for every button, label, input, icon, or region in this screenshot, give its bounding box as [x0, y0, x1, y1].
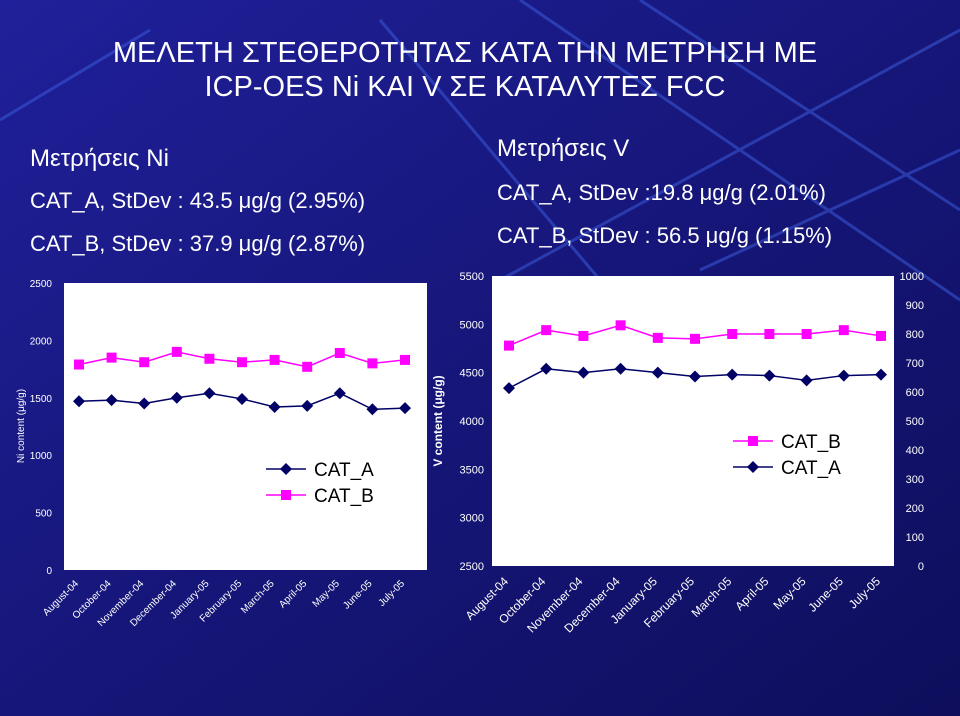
v-secondary-y-tick-label: 600 — [906, 387, 924, 399]
v-secondary-y-ticks: 0 100 200 300 400 500 600 700 800 900 1000 — [900, 271, 924, 573]
ni-y-tick-label: 2500 — [30, 279, 53, 290]
v-cat-b-point — [838, 325, 849, 336]
v-cat-b-point — [764, 329, 775, 339]
ni-y-tick-label: 500 — [35, 509, 52, 520]
v-legend: CAT_B CAT_A — [733, 432, 841, 479]
v-cat-b-point — [876, 330, 886, 341]
v-secondary-y-tick-label: 800 — [906, 329, 924, 341]
ni-cat-a-point — [333, 387, 346, 400]
v-y-tick-label: 4500 — [460, 368, 484, 380]
ni-y-tick-label: 2000 — [30, 336, 53, 347]
ni-cat-b-point — [367, 358, 378, 369]
v-y-ticks: 2500 3000 3500 4000 4500 5000 5500 — [460, 271, 484, 573]
ni-y-axis-label: Ni content (μg/g) — [16, 389, 27, 463]
v-secondary-y-tick-label: 500 — [906, 416, 924, 428]
v-cat-b-point — [690, 333, 700, 344]
slide-title-line2: ICP-OES Ni ΚΑΙ V ΣΕ ΚΑΤΑΛΥΤΕΣ FCC — [205, 71, 726, 103]
v-secondary-y-tick-label: 1000 — [900, 271, 924, 283]
v-cat-a-point — [726, 368, 739, 381]
v-series — [503, 320, 887, 395]
ni-cat-b-point — [400, 354, 410, 365]
ni-y-tick-label: 0 — [46, 566, 52, 577]
ni-stat-cat-b: CAT_B, StDev : 37.9 μg/g (2.87%) — [30, 231, 365, 256]
ni-cat-a-point — [203, 387, 216, 400]
v-y-tick-label: 4000 — [460, 416, 484, 428]
ni-y-tick-label: 1000 — [30, 451, 53, 462]
v-cat-a-point — [651, 366, 664, 379]
ni-cat-a-point — [170, 391, 183, 404]
v-cat-b-point — [578, 330, 589, 341]
v-secondary-y-tick-label: 100 — [906, 532, 924, 544]
v-y-tick-label: 3500 — [460, 464, 484, 476]
ni-cat-b-point — [237, 357, 247, 368]
ni-heading: Μετρήσεις Ni — [30, 145, 169, 172]
v-cat-a-point — [837, 369, 850, 382]
v-cat-a-point — [503, 382, 515, 395]
v-secondary-y-tick-label: 400 — [906, 445, 924, 457]
v-y-tick-label: 5500 — [460, 271, 484, 283]
v-cat-a-point — [577, 366, 590, 379]
v-cat-b-point — [541, 325, 552, 336]
ni-plot-area — [64, 283, 427, 570]
v-secondary-y-tick-label: 300 — [906, 474, 924, 486]
v-cat-a-point — [800, 374, 813, 387]
ni-cat-a-point — [73, 395, 85, 408]
v-y-tick-label: 2500 — [460, 561, 484, 573]
ni-cat-b-point — [171, 346, 182, 357]
v-cat-a-point — [614, 362, 627, 375]
v-cat-a-point — [689, 370, 701, 383]
v-cat-a-point — [763, 369, 776, 382]
ni-cat-a-point — [236, 392, 248, 405]
v-stat-cat-b: CAT_B, StDev : 56.5 μg/g (1.15%) — [497, 223, 832, 248]
v-plot-area — [492, 276, 894, 566]
v-cat-b-point — [652, 332, 663, 343]
v-y-tick-label: 5000 — [460, 319, 484, 331]
v-stat-cat-a: CAT_A, StDev :19.8 μg/g (2.01%) — [497, 180, 826, 205]
v-legend-label: CAT_A — [781, 458, 841, 479]
ni-cat-b-point — [139, 357, 150, 368]
ni-cat-a-point — [105, 394, 118, 407]
v-secondary-y-tick-label: 0 — [918, 561, 924, 573]
v-secondary-y-tick-label: 900 — [906, 300, 924, 312]
ni-cat-b-point — [269, 354, 280, 365]
ni-cat-a-point — [268, 400, 281, 413]
ni-cat-a-point — [399, 402, 411, 415]
ni-cat-a-point — [301, 399, 314, 412]
ni-legend-marker — [281, 490, 291, 500]
ni-cat-a-point — [366, 403, 379, 416]
ni-legend: CAT_A CAT_B — [266, 460, 374, 507]
ni-y-ticks: 0 500 1000 1500 2000 2500 — [30, 279, 53, 577]
ni-legend-label: CAT_A — [314, 460, 374, 481]
ni-legend-label: CAT_B — [314, 486, 374, 507]
v-cat-b-point — [504, 340, 514, 351]
v-legend-marker — [747, 461, 759, 473]
v-legend-label: CAT_B — [781, 432, 841, 453]
ni-cat-b-point — [334, 348, 345, 359]
ni-cat-a-point — [138, 397, 151, 410]
v-cat-a-point — [875, 368, 887, 381]
decorative-lines — [0, 0, 960, 302]
ni-cat-b-point — [204, 353, 215, 364]
v-cat-b-point — [615, 320, 626, 331]
v-y-axis-label: V content (μg/g) — [431, 375, 445, 466]
v-y-tick-label: 3000 — [460, 513, 484, 525]
slide-title-line1: ΜΕΛΕΤΗ ΣΤΕΘΕΡΟΤΗΤΑΣ ΚΑΤΑ ΤΗΝ ΜΕΤΡΗΣΗ ΜΕ — [113, 37, 817, 69]
ni-stat-cat-a: CAT_A, StDev : 43.5 μg/g (2.95%) — [30, 188, 365, 213]
ni-legend-marker — [280, 463, 292, 475]
v-heading: Μετρήσεις V — [497, 135, 629, 162]
v-cat-b-point — [801, 329, 812, 339]
v-cat-b-point — [727, 329, 738, 339]
ni-cat-b-point — [74, 359, 84, 370]
v-cat-a-point — [540, 362, 553, 375]
ni-y-tick-label: 1500 — [30, 394, 53, 405]
v-legend-marker — [748, 436, 758, 446]
ni-cat-b-point — [106, 352, 117, 363]
ni-series — [73, 346, 411, 416]
ni-cat-b-point — [302, 361, 313, 372]
v-secondary-y-tick-label: 200 — [906, 503, 924, 515]
v-secondary-y-tick-label: 700 — [906, 358, 924, 370]
